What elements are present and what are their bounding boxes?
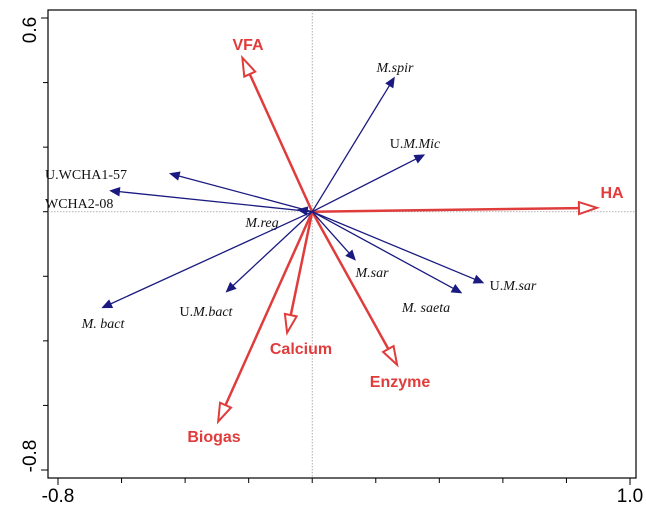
arrowhead — [216, 401, 233, 425]
env-label: Enzyme — [370, 374, 431, 391]
species-arrow — [311, 158, 417, 213]
arrowhead — [297, 206, 309, 216]
arrowhead — [109, 186, 121, 197]
arrowhead — [413, 154, 426, 164]
env-arrow — [312, 206, 579, 213]
env-arrow — [311, 211, 390, 350]
species-arrow — [110, 211, 313, 305]
species-arrow — [311, 211, 454, 290]
species-label: M.reg — [244, 216, 278, 231]
arrowhead — [385, 76, 395, 89]
species-label: U.M.bact — [180, 305, 234, 320]
x-tick-label: -0.8 — [42, 486, 75, 505]
arrowhead — [577, 200, 601, 216]
y-tick-label: -0.8 — [20, 440, 41, 473]
env-arrow — [224, 211, 314, 406]
species-label: M. saeta — [401, 301, 450, 316]
arrowhead — [472, 274, 485, 284]
plot-frame — [47, 9, 637, 479]
species-label: WCHA2-08 — [45, 197, 113, 212]
species-arrow — [311, 85, 391, 213]
species-label: U.M.Mic — [390, 137, 441, 152]
arrowhead — [101, 299, 114, 309]
arrowhead — [345, 249, 356, 261]
env-arrow — [289, 211, 314, 316]
species-label: M.sar — [354, 266, 389, 281]
env-arrow — [248, 73, 314, 213]
y-tick-label: 0.6 — [20, 17, 41, 43]
env-label: HA — [600, 185, 624, 202]
arrowhead — [241, 54, 257, 79]
env-label: VFA — [232, 37, 264, 54]
arrowhead — [283, 312, 299, 336]
species-arrow — [232, 211, 313, 287]
species-arrow — [311, 211, 350, 254]
species-label: M.spir — [376, 61, 415, 76]
species-arrow — [311, 211, 476, 280]
species-arrow — [119, 191, 313, 213]
arrowhead — [381, 344, 399, 368]
arrowhead — [225, 281, 237, 293]
arrowhead — [450, 284, 463, 294]
species-label: U.WCHA1-57 — [45, 168, 127, 183]
x-tick-label: 1.0 — [617, 486, 643, 505]
env-label: Biogas — [187, 429, 240, 446]
species-label: U.M.sar — [490, 279, 537, 294]
species-label: M. bact — [81, 317, 126, 332]
env-label: Calcium — [270, 341, 332, 358]
species-arrow — [178, 175, 313, 213]
arrowhead — [168, 171, 181, 181]
